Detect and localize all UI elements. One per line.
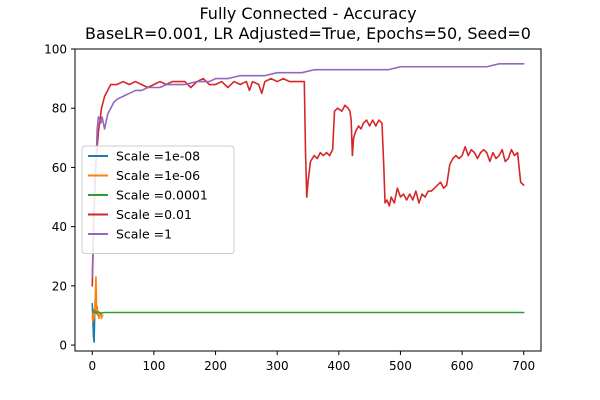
legend-label-2: Scale =0.0001: [116, 188, 208, 203]
y-tick-label-5: 100: [44, 43, 67, 57]
chart-subtitle: BaseLR=0.001, LR Adjusted=True, Epochs=5…: [85, 24, 531, 43]
y-tick-label-4: 80: [52, 102, 67, 116]
series-line-4: [91, 63, 525, 278]
x-tick-label-6: 600: [451, 359, 474, 373]
legend: Scale =1e-08 Scale =1e-06 Scale =0.0001 Sca…: [81, 145, 235, 254]
y-tick-label-1: 20: [52, 279, 67, 293]
x-tick-label-0: 0: [88, 359, 96, 373]
y-tick-label-0: 0: [59, 339, 67, 353]
y-tick-label-2: 40: [52, 220, 67, 234]
legend-label-0: Scale =1e-08: [116, 149, 200, 164]
plot-area: [91, 63, 525, 343]
x-tick-label-5: 500: [389, 359, 412, 373]
legend-label-1: Scale =1e-06: [116, 168, 200, 183]
legend-label-3: Scale =0.01: [116, 207, 192, 222]
axes-frame: [74, 48, 542, 352]
x-tick-label-2: 200: [204, 359, 227, 373]
series-line-2: [91, 308, 525, 314]
x-tick-label-4: 400: [327, 359, 350, 373]
x-tick-label-3: 300: [266, 359, 289, 373]
y-tick-label-3: 60: [52, 161, 67, 175]
axes-ticks: 0 100 200 300 400 500 600 700 0 20 40 60 80 100: [44, 43, 535, 374]
chart-title: Fully Connected - Accuracy: [199, 4, 416, 23]
legend-box: [81, 145, 235, 254]
legend-label-4: Scale =1: [116, 227, 172, 242]
series-line-3: [91, 77, 525, 287]
x-tick-label-1: 100: [142, 359, 165, 373]
x-tick-label-7: 700: [512, 359, 535, 373]
